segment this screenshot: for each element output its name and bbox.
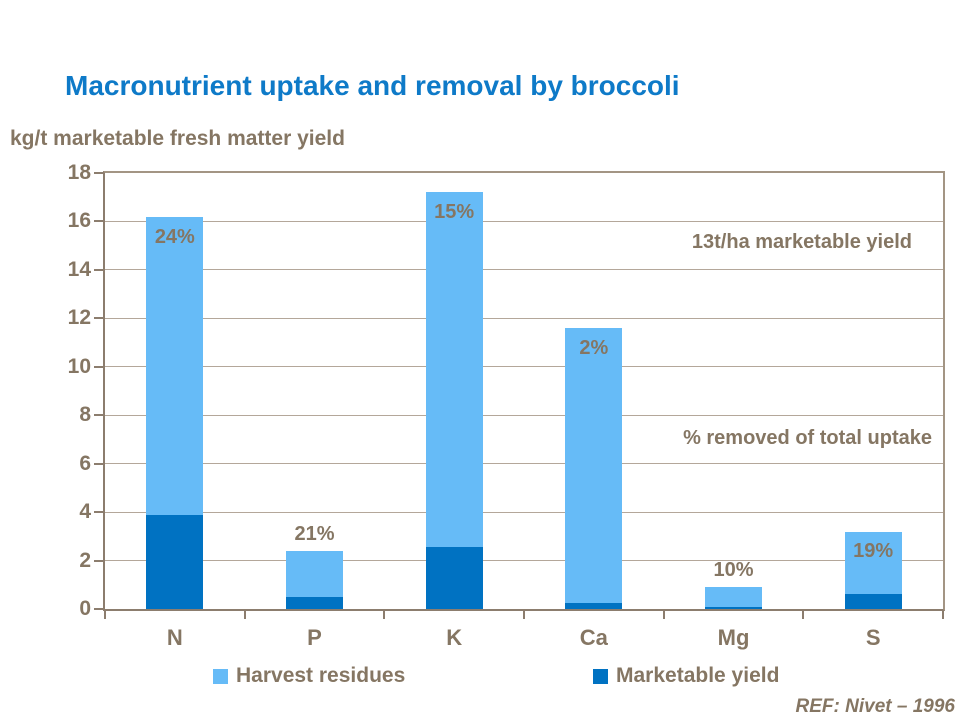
reference-citation: REF: Nivet – 1996 (795, 696, 955, 717)
x-axis-tick (523, 611, 525, 619)
bar-segment-K-harvest-residues (425, 192, 483, 547)
y-axis-tick-4 (94, 511, 103, 514)
legend-item-harvest-residues: Harvest residues (213, 664, 405, 688)
legend-item-marketable-yield: Marketable yield (593, 664, 779, 688)
bar-segment-P-marketable-yield (286, 596, 343, 609)
annotation-marketable-yield: 13t/ha marketable yield (691, 231, 912, 253)
legend-swatch-dark-blue (593, 668, 608, 684)
gridline-y-8 (105, 414, 943, 416)
chart-legend: Harvest residues Marketable yield (0, 664, 960, 688)
chart-plot-area: 0 2 4 6 8 10 12 14 16 18 N 24% P 21% K 15% Ca 2% Mg 10% S 19% (68, 161, 945, 650)
bar-segment-S-harvest-residues (844, 531, 902, 595)
bar-percentage-label-Ca: 2% (579, 337, 609, 360)
y-axis-tick-label: 14 (67, 257, 91, 281)
y-axis-tick-label: 6 (79, 451, 91, 475)
bar-percentage-label-Mg: 10% (713, 559, 754, 582)
bar-segment-P-harvest-residues (286, 550, 343, 597)
gridline-y-2 (105, 560, 943, 562)
y-axis-tick-10 (94, 365, 103, 368)
gridline-y-14 (105, 269, 943, 271)
bar-segment-N-harvest-residues (146, 216, 204, 515)
y-axis-tick-12 (94, 317, 103, 320)
page-title: Macronutrient uptake and removal by broc… (65, 70, 680, 101)
bar-segment-Ca-marketable-yield (565, 603, 623, 609)
y-axis-tick-label: 8 (79, 403, 91, 427)
bar-segment-Mg-harvest-residues (705, 587, 762, 607)
x-axis-category-label-K: K (446, 625, 463, 650)
y-axis-unit-label: kg/t marketable fresh matter yield (10, 127, 345, 150)
x-axis-category-label-S: S (865, 625, 881, 650)
x-axis-tick (942, 611, 944, 619)
bar-segment-S-marketable-yield (844, 594, 902, 609)
y-axis-tick-6 (94, 462, 103, 465)
bar-segment-Mg-marketable-yield (705, 606, 762, 609)
x-axis-tick (243, 611, 246, 619)
gridline-y-16 (105, 220, 943, 222)
y-axis-tick-label: 10 (67, 354, 91, 378)
y-axis-tick-8 (94, 414, 103, 417)
bar-percentage-label-P: 21% (294, 522, 335, 545)
y-axis-tick-label: 18 (67, 161, 91, 184)
legend-swatch-light-blue (213, 668, 228, 684)
x-axis-tick (802, 611, 805, 619)
gridline-y-6 (105, 463, 943, 465)
y-axis-tick-14 (94, 268, 103, 271)
legend-label: Harvest residues (236, 664, 406, 687)
y-axis-tick-16 (94, 220, 103, 223)
y-axis-tick-label: 0 (79, 597, 91, 620)
y-axis-tick-0 (94, 608, 103, 610)
bar-percentage-label-K: 15% (434, 201, 475, 224)
x-axis-category-label-Mg: Mg (717, 625, 750, 650)
x-axis-tick (662, 611, 665, 619)
bar-percentage-label-N: 24% (154, 225, 195, 248)
y-axis-tick-2 (94, 559, 103, 562)
gridline-y-4 (105, 511, 943, 513)
bar-segment-K-marketable-yield (425, 546, 483, 609)
bar-segment-N-marketable-yield (146, 514, 204, 609)
y-axis-tick-label: 12 (67, 306, 91, 330)
y-axis-tick-label: 2 (79, 548, 91, 572)
gridline-y-10 (105, 366, 943, 368)
y-axis-tick-18 (94, 172, 103, 174)
y-axis-tick-label: 16 (67, 209, 91, 233)
bar-percentage-label-S: 19% (853, 540, 894, 563)
legend-label: Marketable yield (616, 664, 780, 687)
gridline-y-12 (105, 317, 943, 319)
y-axis-tick-label: 4 (79, 500, 91, 524)
x-axis-category-label-Ca: Ca (579, 625, 608, 650)
bar-segment-Ca-harvest-residues (565, 328, 623, 604)
x-axis-category-label-N: N (166, 625, 183, 650)
annotation-percent-removed: % removed of total uptake (683, 427, 932, 449)
x-axis-tick (104, 611, 106, 619)
x-axis-tick (383, 611, 386, 619)
x-axis-category-label-P: P (307, 625, 322, 650)
